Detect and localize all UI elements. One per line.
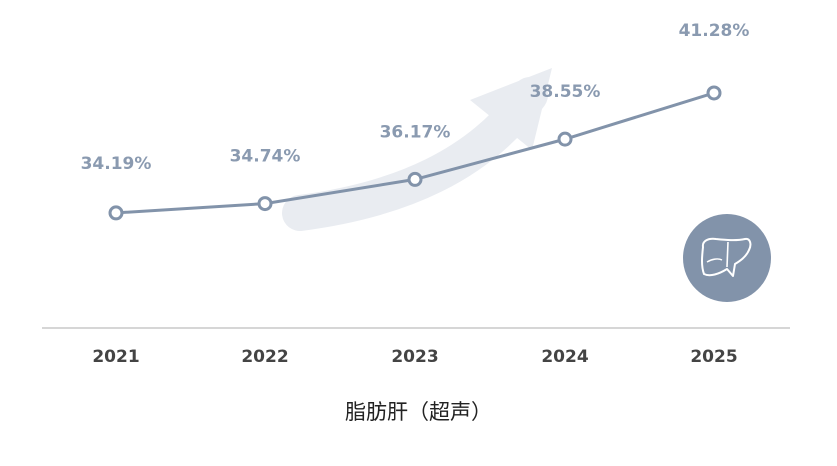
value-label-2025: 41.28% <box>679 21 750 41</box>
value-label-2022: 34.74% <box>230 147 301 167</box>
x-tick-label-2022: 2022 <box>241 347 288 367</box>
x-tick-label-2023: 2023 <box>391 347 438 367</box>
value-label-2023: 36.17% <box>380 122 451 142</box>
x-tick-label-2024: 2024 <box>541 347 588 367</box>
liver-icon <box>683 214 771 302</box>
value-label-2024: 38.55% <box>530 82 601 102</box>
data-point-2024 <box>557 131 573 147</box>
x-axis-title: 脂肪肝（超声） <box>345 400 492 424</box>
x-tick-label-2025: 2025 <box>690 347 737 367</box>
x-tick-label-2021: 2021 <box>92 347 139 367</box>
value-label-2021: 34.19% <box>81 154 152 174</box>
data-point-2022 <box>257 196 273 212</box>
data-point-2023 <box>407 171 423 187</box>
data-point-2021 <box>108 205 124 221</box>
data-point-2025 <box>706 85 722 101</box>
